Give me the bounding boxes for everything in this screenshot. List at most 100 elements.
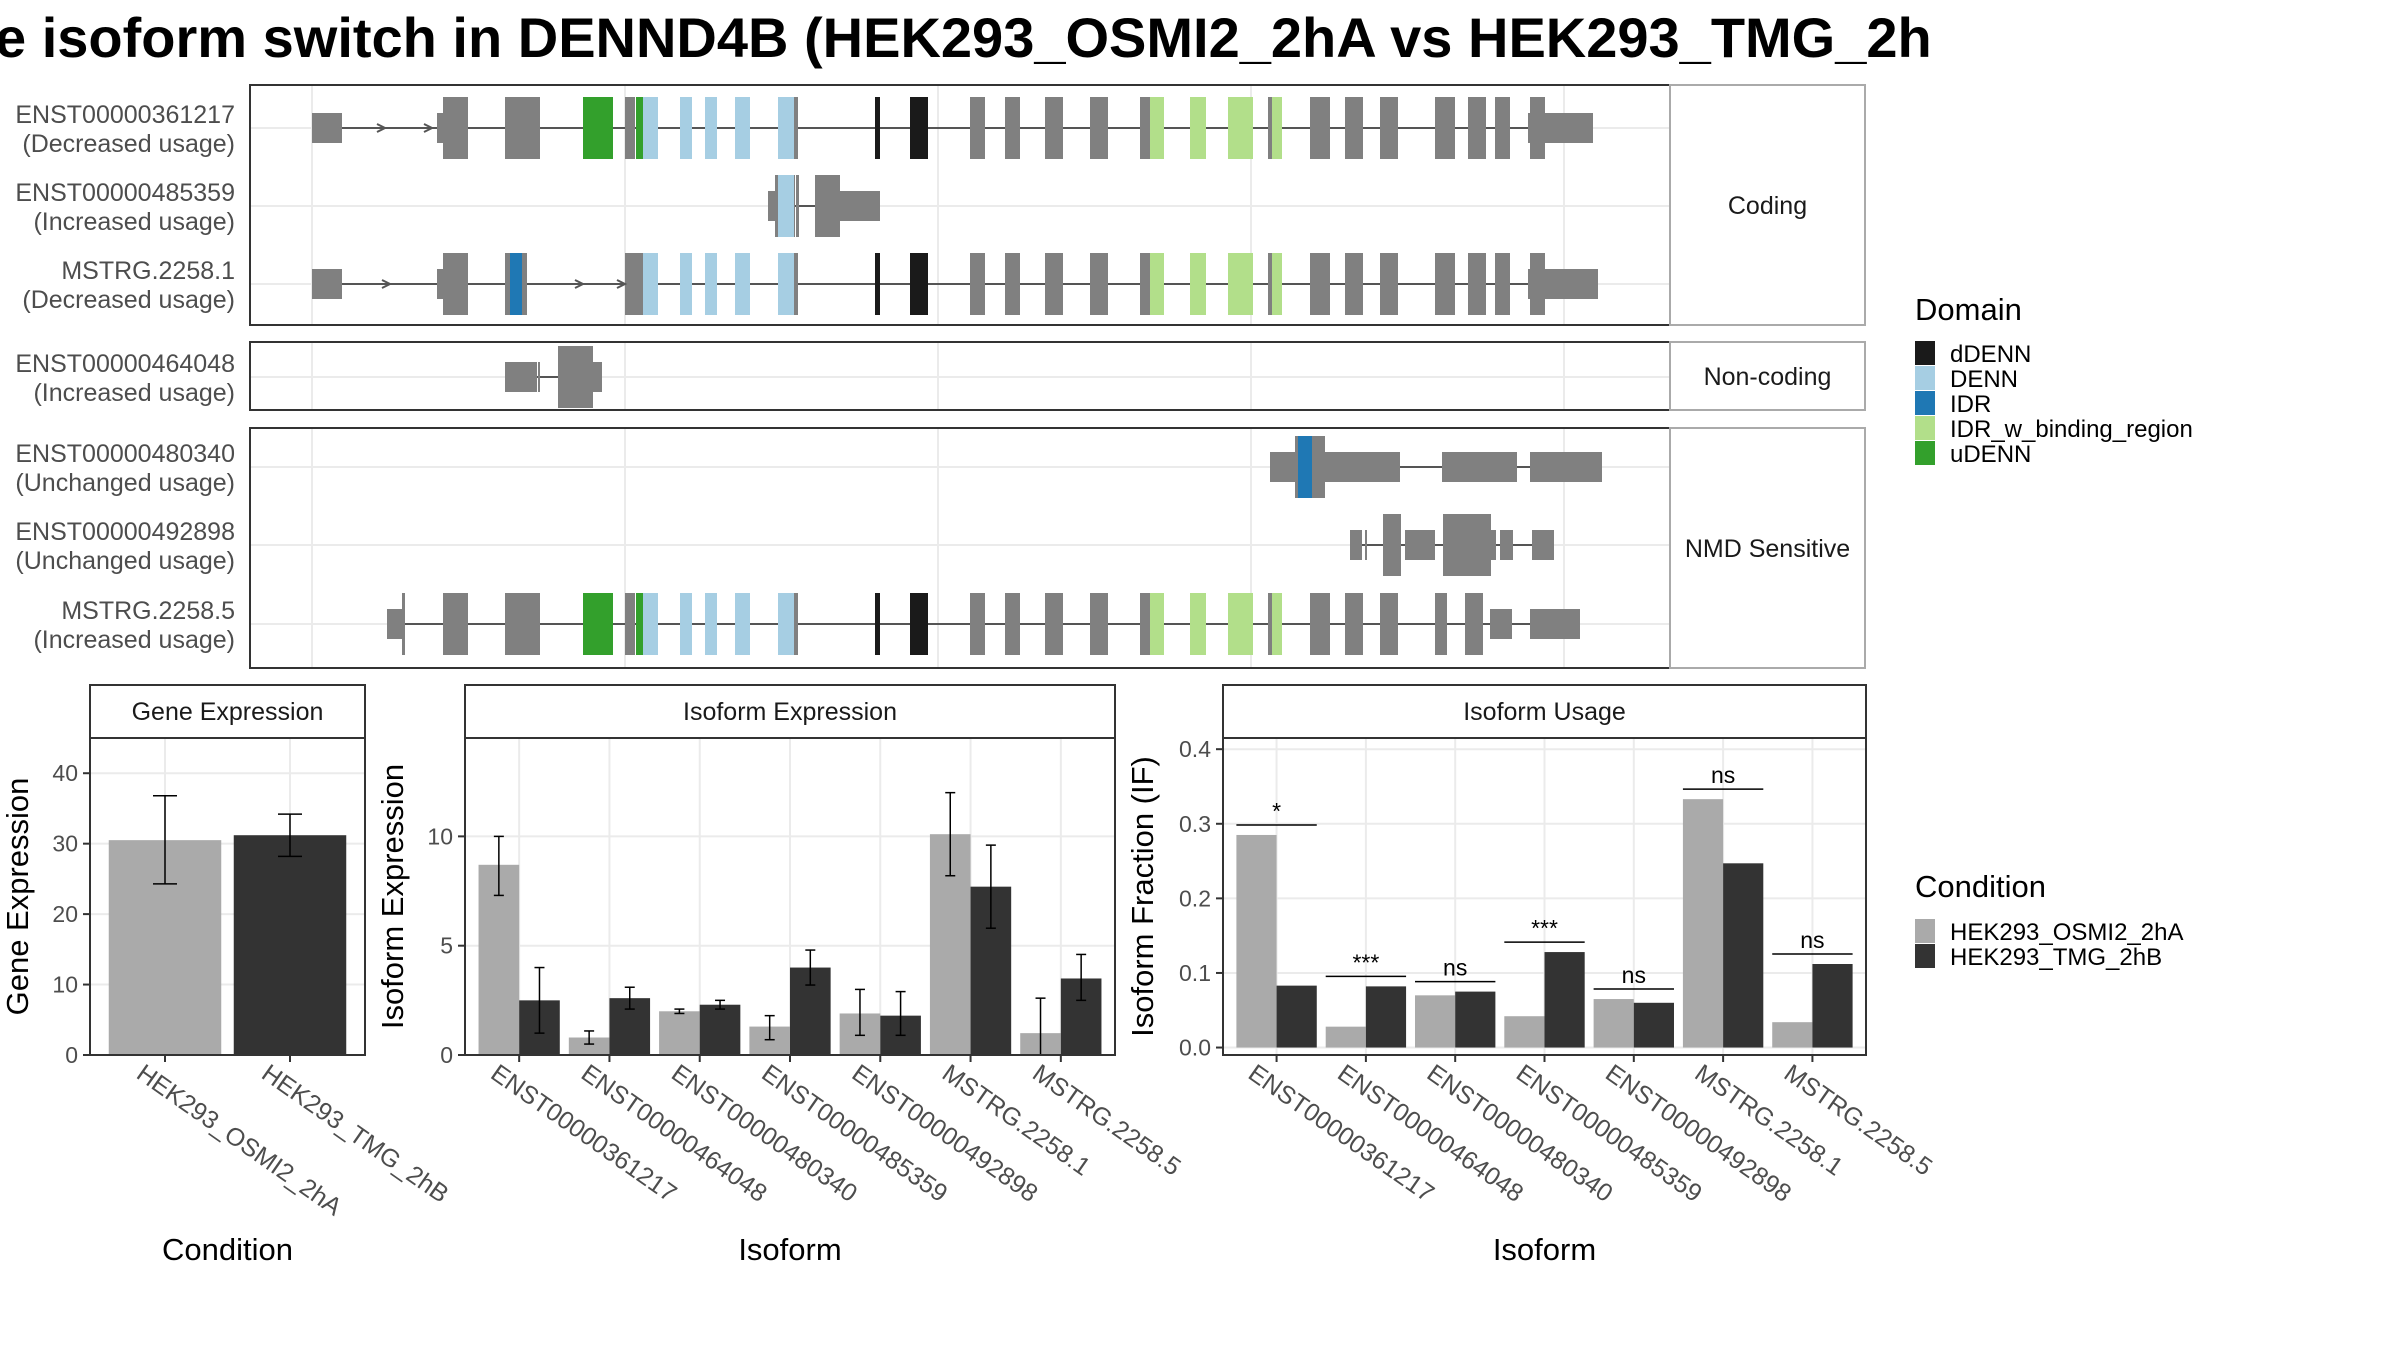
exon-block: [875, 593, 880, 655]
exon-block: [583, 97, 613, 159]
facet-strip-label: Coding: [1728, 192, 1807, 220]
bar: [1276, 985, 1317, 1048]
facet-strip-label: NMD Sensitive: [1685, 535, 1850, 563]
exon-block: [387, 609, 402, 639]
exon-block: [778, 97, 794, 159]
legend-label-udenn: uDENN: [1950, 441, 2031, 468]
transcript-model: [768, 175, 880, 237]
transcript-id-label: MSTRG.2258.5: [61, 597, 235, 625]
exon-block: [437, 113, 445, 143]
bar: [1723, 863, 1764, 1048]
exon-block: [505, 593, 540, 655]
exon-block: [1345, 253, 1363, 315]
bar: [1812, 964, 1853, 1048]
exon-block: [1045, 253, 1063, 315]
exon-block: [558, 346, 593, 408]
exon-block: [625, 97, 635, 159]
y-tick-label: 0: [440, 1042, 453, 1068]
bar: [1236, 834, 1277, 1048]
bar: [1633, 1002, 1674, 1048]
exon-block: [1090, 593, 1108, 655]
exon-block: [815, 175, 840, 237]
exon-block: [1495, 253, 1510, 315]
exon-block: [643, 253, 658, 315]
legend-label-idr: IDR: [1950, 391, 1991, 418]
exon-block: [680, 97, 692, 159]
exon-block: [1405, 530, 1435, 560]
bar: [1365, 986, 1407, 1048]
exon-block: [1310, 97, 1330, 159]
significance-label: ns: [1711, 762, 1735, 788]
exon-block: [1528, 113, 1593, 143]
exon-block: [643, 593, 658, 655]
exon-block: [625, 593, 635, 655]
bar: [1415, 995, 1456, 1048]
legend-key-denn: [1915, 366, 1935, 390]
condition-legend: Condition HEK293_OSMI2_2hA HEK293_TMG_2h…: [1915, 869, 2183, 971]
transcript-id-label: ENST00000492898: [15, 518, 235, 546]
exon-block: [1310, 253, 1330, 315]
exon-block: [590, 362, 602, 392]
x-tick-label: HEK293_OSMI2_2hA: [132, 1059, 348, 1222]
exon-block: [402, 593, 405, 655]
exon-block: [1268, 97, 1274, 159]
y-tick-label: 40: [52, 760, 78, 786]
exon-block: [1005, 593, 1020, 655]
exon-block: [1090, 97, 1108, 159]
exon-block: [705, 593, 717, 655]
exon-block: [443, 253, 468, 315]
condition-legend-title: Condition: [1915, 869, 2046, 904]
transcript-model: [312, 97, 1593, 159]
panel-strip: [464, 684, 1116, 739]
exon-block: [1442, 452, 1517, 482]
exon-block: [1272, 253, 1282, 315]
transcript-usage-label: (Unchanged usage): [15, 469, 235, 497]
exon-block: [970, 97, 985, 159]
bar: [1593, 999, 1634, 1048]
facet-strip: [1669, 341, 1866, 411]
exon-block: [625, 253, 645, 315]
transcript-usage-label: (Unchanged usage): [15, 547, 235, 575]
panel-title: Gene Expression: [132, 698, 324, 726]
exon-block: [1320, 452, 1400, 482]
exon-block: [1495, 97, 1510, 159]
figure-title: e isoform switch in DENND4B (HEK293_OSMI…: [0, 6, 1932, 69]
bar: [659, 1011, 700, 1055]
exon-block: [1468, 97, 1486, 159]
y-axis-title: Isoform Expression: [375, 764, 410, 1029]
y-tick-label: 30: [52, 831, 78, 857]
exon-block: [1045, 593, 1063, 655]
significance-label: *: [1272, 798, 1281, 824]
bar: [1772, 1022, 1813, 1048]
exon-block: [1443, 514, 1491, 576]
bar: [568, 1037, 610, 1055]
exon-block: [680, 253, 692, 315]
legend-key-condition-b: [1915, 944, 1935, 968]
transcript-model: [1350, 514, 1554, 576]
strand-arrow: [574, 279, 586, 289]
exon-block: [505, 97, 540, 159]
bar: [1504, 1016, 1545, 1048]
transcript-usage-label: (Increased usage): [33, 208, 235, 236]
y-tick-label: 20: [52, 901, 78, 927]
exon-block: [443, 97, 468, 159]
y-axis-title: Isoform Fraction (IF): [1125, 756, 1160, 1037]
domain-legend: Domain dDENN DENN IDR IDR_w_binding_regi…: [1915, 292, 2193, 468]
y-tick-label: 10: [52, 972, 78, 998]
transcript-id-label: ENST00000485359: [15, 179, 235, 207]
exon-block: [1435, 593, 1447, 655]
exon-block: [1500, 609, 1512, 639]
y-tick-label: 0.1: [1179, 960, 1211, 986]
legend-key-condition-a: [1915, 919, 1935, 943]
exon-block: [1310, 593, 1330, 655]
strand-arrow: [376, 123, 388, 133]
x-tick-label: MSTRG.2258.1: [937, 1059, 1095, 1182]
exon-block: [875, 97, 880, 159]
exon-block: [312, 113, 342, 143]
transcript-id-label: ENST00000480340: [15, 440, 235, 468]
significance-label: ***: [1352, 949, 1379, 975]
exon-block: [1380, 253, 1398, 315]
facet-strip: [1669, 84, 1866, 326]
